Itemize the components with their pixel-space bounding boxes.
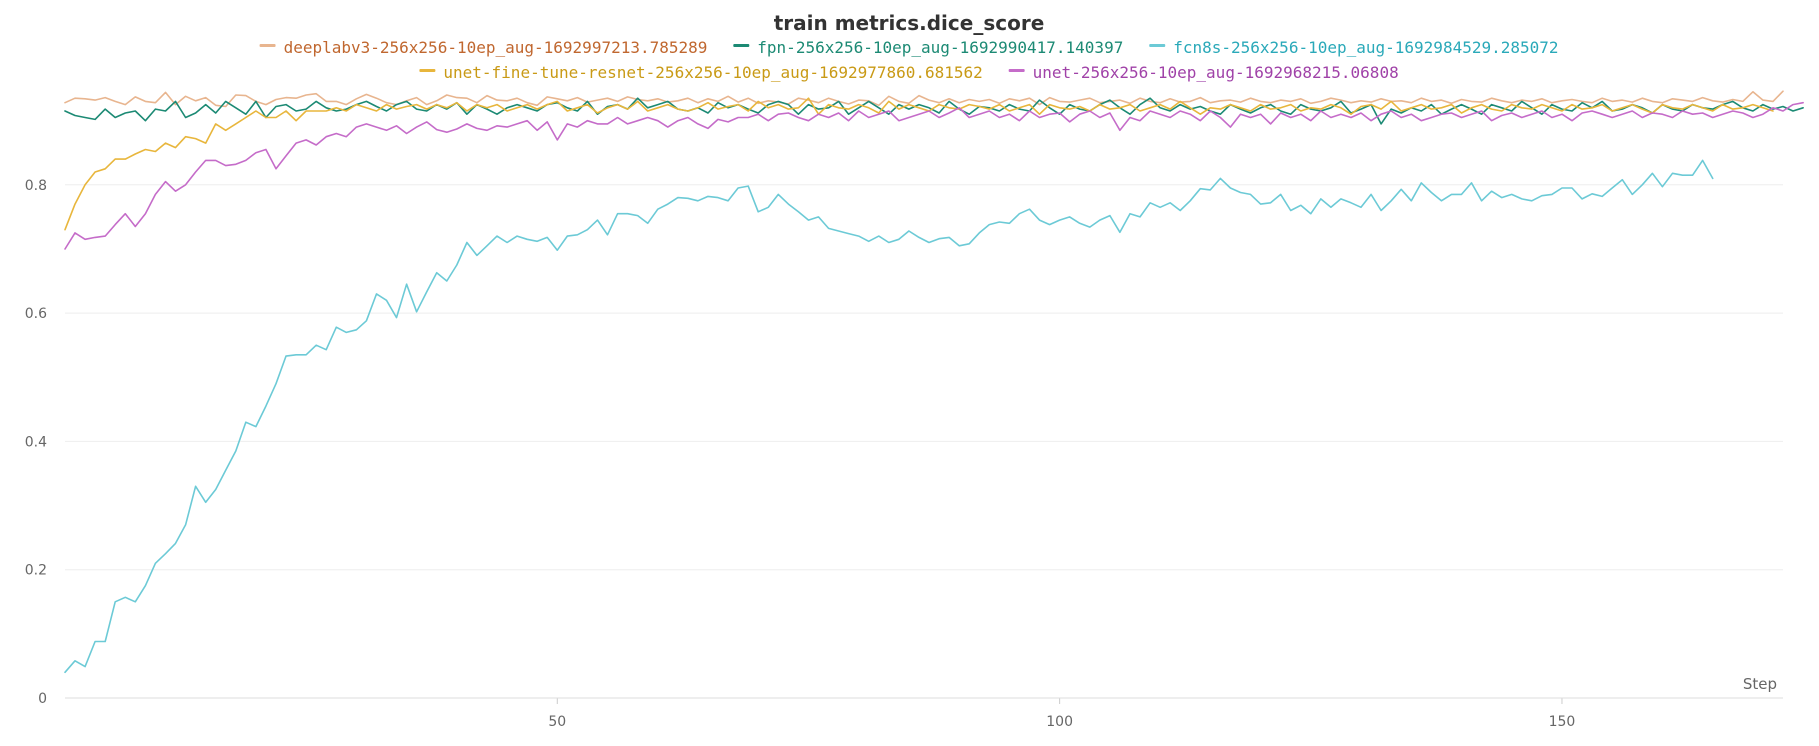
y-axis-ticks: 0 0.2 0.4 0.6 0.8 [25,178,47,707]
legend-item[interactable]: unet-256x256-10ep_aug-1692968215.06808 [1008,63,1399,82]
y-tick-label: 0.6 [25,306,47,322]
x-tick-label: 50 [548,714,566,730]
legend-item[interactable]: unet-fine-tune-resnet-256x256-10ep_aug-1… [419,63,983,82]
x-axis-label: Step [1743,675,1777,693]
legend-item[interactable]: fcn8s-256x256-10ep_aug-1692984529.285072 [1149,38,1559,57]
series-line-2 [64,159,1714,674]
legend-label: fpn-256x256-10ep_aug-1692990417.140397 [757,38,1123,57]
legend-swatch [419,69,436,72]
y-tick-label: 0.8 [25,178,47,194]
legend-swatch [733,44,750,47]
series-line-4 [64,101,1804,250]
legend-label: fcn8s-256x256-10ep_aug-1692984529.285072 [1173,38,1558,57]
y-tick-label: 0 [38,691,47,707]
series-line-0 [64,90,1784,108]
legend-label: unet-fine-tune-resnet-256x256-10ep_aug-1… [443,63,982,82]
x-tick-label: 150 [1549,714,1576,730]
grid-lines [65,184,1783,571]
legend-label: deeplabv3-256x256-10ep_aug-1692997213.78… [284,38,708,57]
x-tick-label: 100 [1046,714,1073,730]
legend-swatch [1008,69,1025,72]
series-line-3 [64,97,1774,231]
x-axis-ticks: 50 100 150 [548,698,1575,730]
legend-item[interactable]: deeplabv3-256x256-10ep_aug-1692997213.78… [259,38,708,57]
chart-title: train metrics.dice_score [774,11,1045,35]
legend-swatch [259,44,276,47]
series-lines [64,90,1804,674]
y-tick-label: 0.4 [25,434,47,450]
legend-label: unet-256x256-10ep_aug-1692968215.06808 [1033,63,1399,82]
legend-item[interactable]: fpn-256x256-10ep_aug-1692990417.140397 [733,38,1123,57]
legend-swatch [1149,44,1166,47]
legend: deeplabv3-256x256-10ep_aug-1692997213.78… [259,38,1559,82]
y-tick-label: 0.2 [25,563,47,579]
